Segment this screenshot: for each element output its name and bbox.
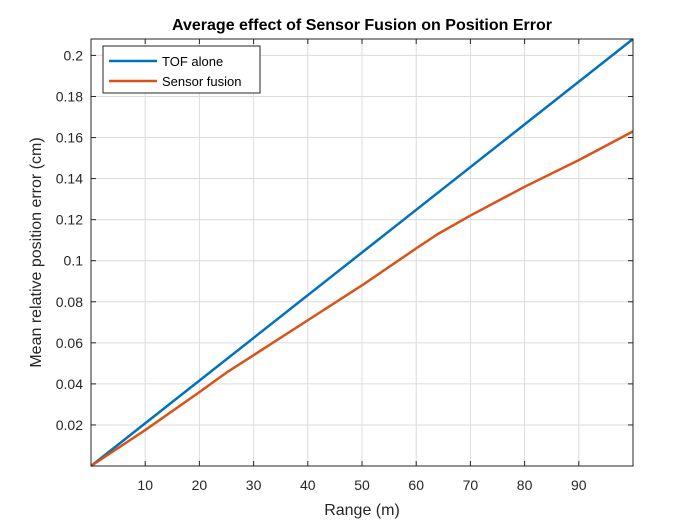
- y-tick-label: 0.2: [64, 47, 84, 63]
- x-tick-label: 90: [571, 477, 587, 493]
- series-layer: [90, 38, 634, 468]
- x-tick-label: 30: [246, 477, 262, 493]
- legend-label-sensor-fusion: Sensor fusion: [162, 74, 242, 89]
- x-tick-label: 70: [463, 477, 479, 493]
- y-axis-label: Mean relative position error (cm): [28, 137, 45, 367]
- x-tick-label: 50: [354, 477, 370, 493]
- y-tick-label: 0.12: [56, 212, 83, 228]
- y-tick-label: 0.02: [56, 417, 83, 433]
- y-tick-label: 0.14: [56, 171, 83, 187]
- x-tick-label: 10: [137, 477, 153, 493]
- x-tick-label: 60: [408, 477, 424, 493]
- x-tick-label: 20: [192, 477, 208, 493]
- y-tick-label: 0.06: [56, 335, 83, 351]
- legend-label-tof-alone: TOF alone: [162, 54, 223, 69]
- y-tick-label: 0.16: [56, 130, 83, 146]
- y-tick-label: 0.18: [56, 88, 83, 104]
- chart-title: Average effect of Sensor Fusion on Posit…: [172, 17, 552, 34]
- legend: TOF alone Sensor fusion: [102, 45, 261, 94]
- legend-box: [102, 45, 261, 94]
- x-tick-label: 80: [517, 477, 533, 493]
- y-tick-label: 0.1: [64, 253, 84, 269]
- x-axis-label: Range (m): [324, 502, 400, 519]
- y-tick-label: 0.08: [56, 294, 83, 310]
- series-line-sensor-fusion: [90, 130, 634, 468]
- y-tick-label: 0.04: [56, 376, 83, 392]
- series-line-tof-alone: [90, 38, 634, 467]
- ticks: 10 20 30 40 50 60 70 80 90 0.02 0.04 0.06 0.08 0.1 0.1…: [56, 39, 633, 493]
- x-tick-label: 40: [300, 477, 316, 493]
